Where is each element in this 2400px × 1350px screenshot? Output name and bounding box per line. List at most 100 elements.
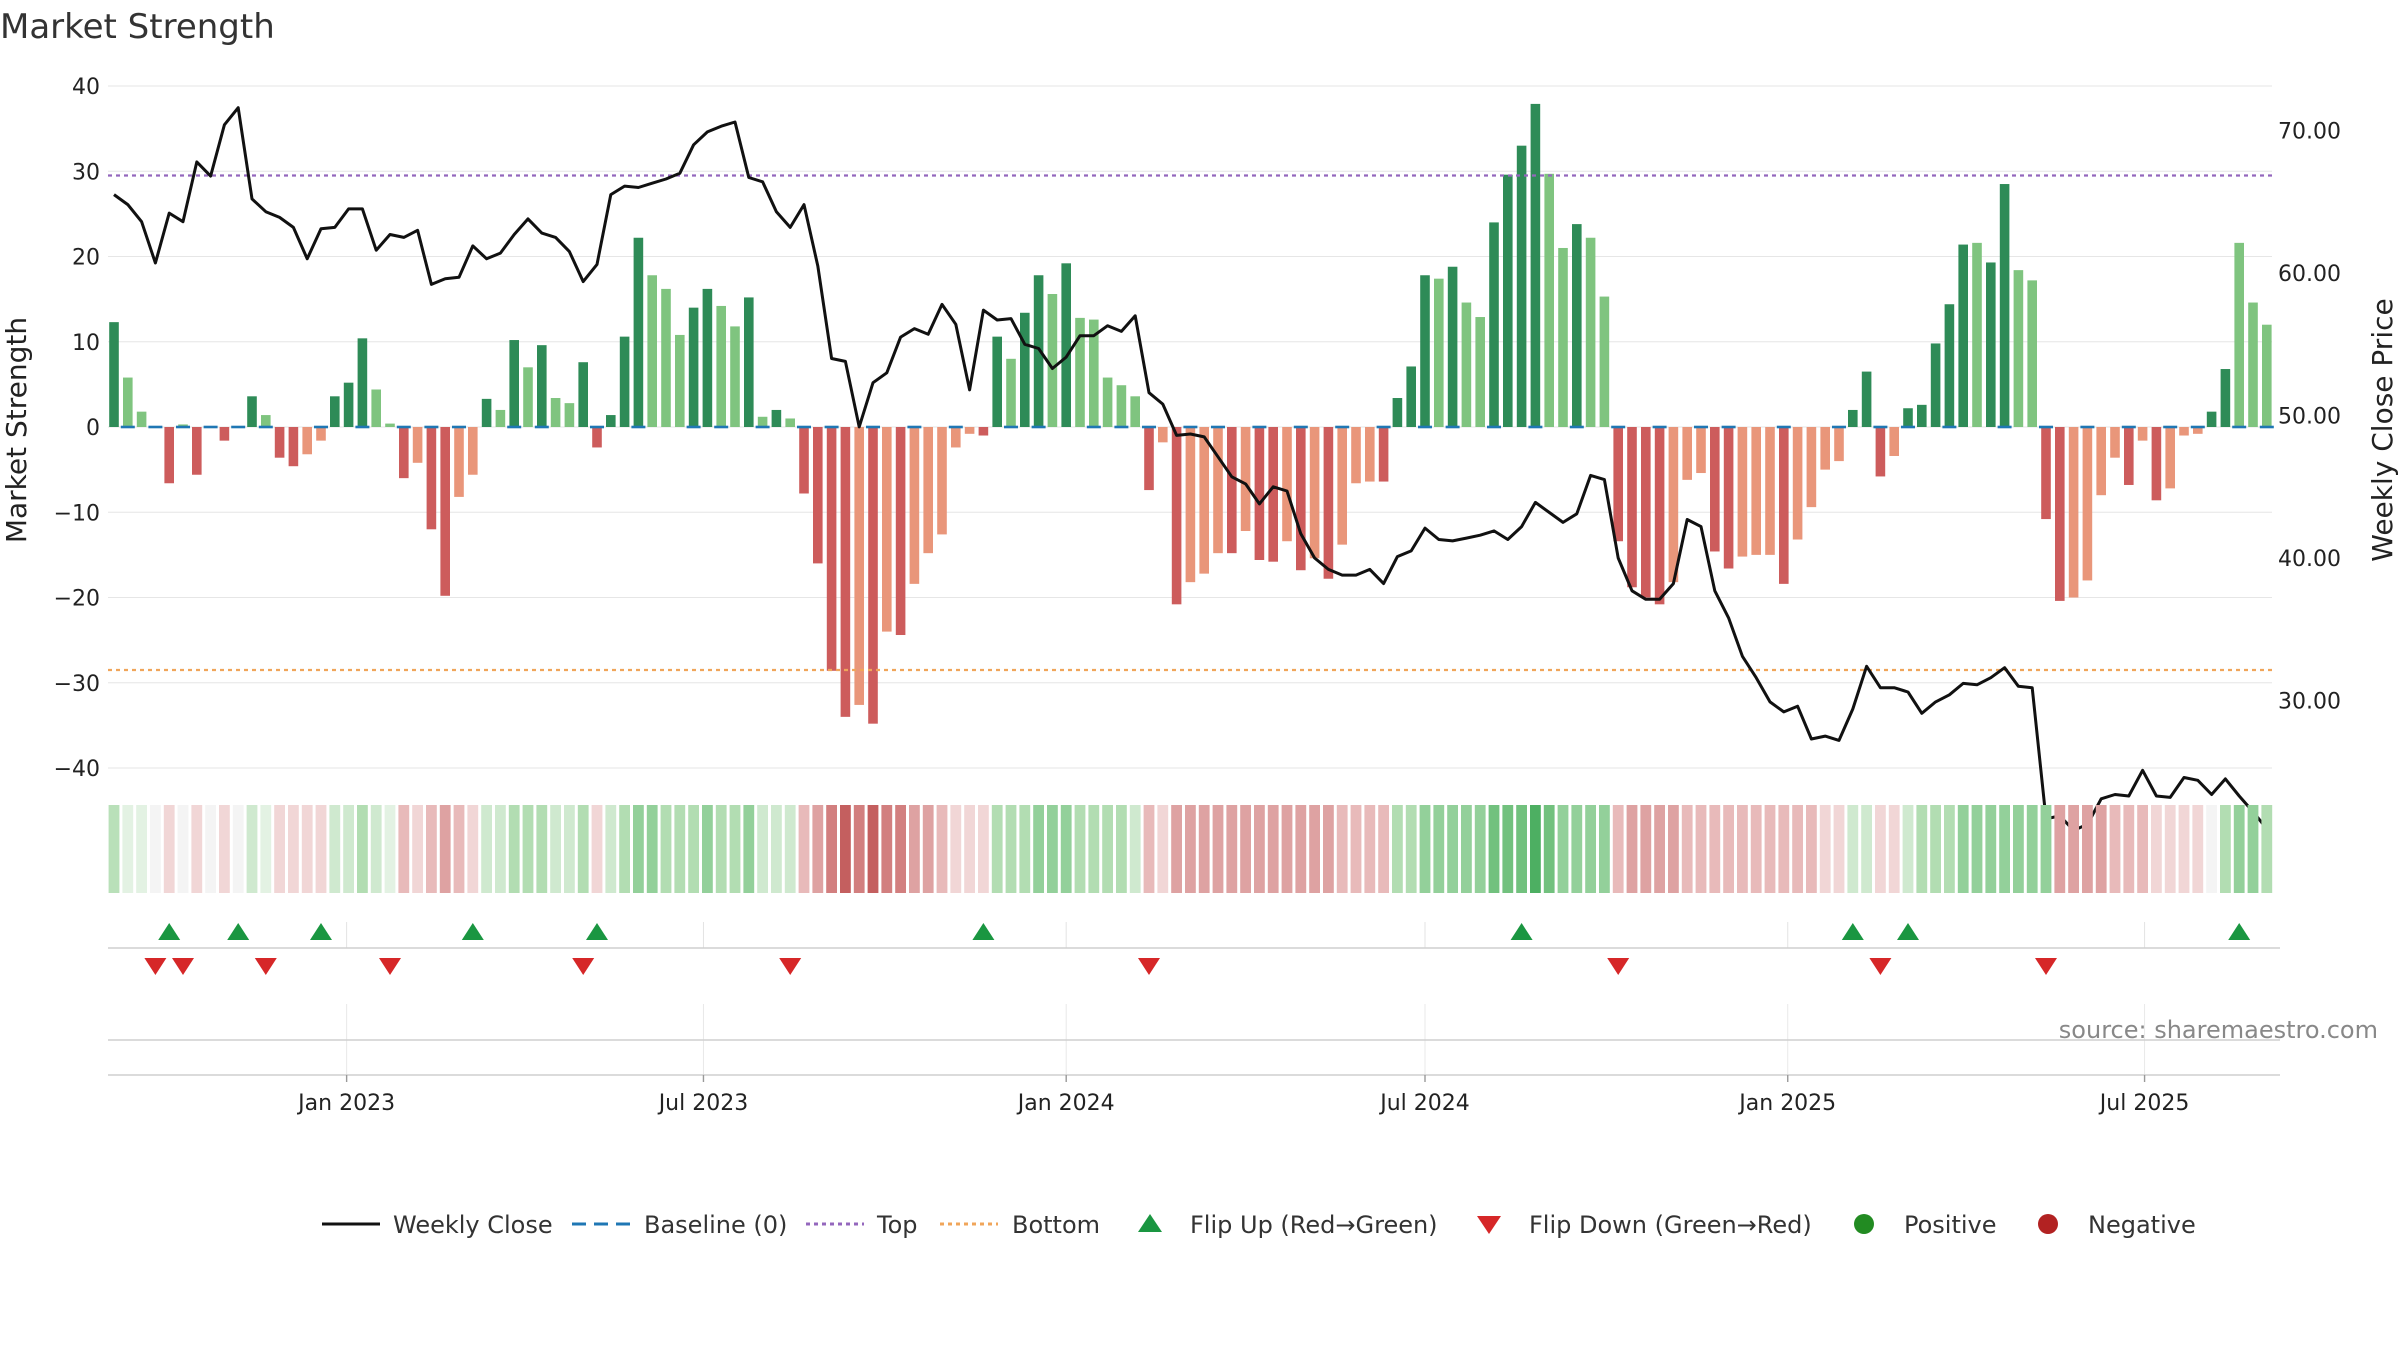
strength-bar: [688, 307, 699, 427]
strength-bar: [261, 415, 271, 427]
legend-label: Negative: [2088, 1211, 2196, 1239]
strength-bar: [923, 427, 933, 554]
strip-cell: [577, 805, 589, 893]
strength-bar: [1613, 427, 1623, 542]
strength-bar: [1599, 296, 1610, 427]
strength-bar: [1682, 427, 1692, 480]
strip-cell: [301, 805, 313, 893]
strength-heat-strip: [108, 805, 2273, 893]
strip-cell: [2013, 805, 2024, 893]
strip-cell: [1212, 805, 1224, 893]
strength-bar: [1654, 427, 1665, 605]
strength-bar: [799, 427, 809, 494]
strip-cell: [2137, 805, 2148, 893]
strip-cell: [177, 805, 189, 893]
strength-bar: [1102, 377, 1113, 427]
legend-label: Baseline (0): [644, 1211, 787, 1239]
strength-bar: [1986, 262, 1996, 427]
strip-cell: [964, 805, 975, 893]
strip-cell: [439, 805, 451, 893]
strength-bar: [1641, 427, 1651, 598]
strength-bar: [606, 415, 616, 427]
strip-cell: [881, 805, 893, 893]
strength-bar: [1240, 427, 1251, 532]
strip-cell: [2054, 805, 2066, 893]
strip-cell: [260, 805, 272, 893]
strength-bar: [2124, 427, 2134, 485]
strength-bar: [2248, 302, 2258, 427]
strength-bar: [647, 275, 657, 427]
strip-cell: [1861, 805, 1872, 893]
strength-bar: [2096, 427, 2106, 496]
right-axis: 30.00 40.00 50.00 60.00 70.00: [2278, 120, 2341, 715]
strength-bar: [399, 427, 409, 479]
strip-cell: [1419, 805, 1431, 893]
weekly-close-series: [113, 106, 2268, 832]
strength-bar: [744, 297, 754, 427]
strip-cell: [1516, 805, 1527, 893]
strength-bar: [2110, 427, 2120, 458]
strength-bar: [1696, 427, 1706, 474]
strength-bar: [868, 427, 878, 724]
strength-bar: [316, 427, 326, 441]
strip-cell: [357, 805, 368, 893]
strength-bar: [440, 427, 450, 596]
strip-cell: [1999, 805, 2010, 893]
strength-bar: [274, 427, 285, 458]
strength-bar: [730, 326, 740, 427]
strip-cell: [1281, 805, 1293, 893]
strength-bar: [840, 427, 851, 717]
source-label: source: sharemaestro.com: [2059, 1016, 2378, 1044]
strength-bar: [661, 288, 671, 427]
strip-cell: [1157, 805, 1169, 893]
right-tick-label: 40.00: [2278, 547, 2341, 572]
strip-cell: [1378, 805, 1389, 893]
strength-bar: [1420, 275, 1430, 427]
strength-bar: [702, 288, 713, 427]
strip-cell: [1902, 805, 1914, 893]
strip-cell: [1530, 805, 1541, 893]
strip-cell: [1695, 805, 1707, 893]
strength-bar: [1572, 224, 1582, 427]
strength-bar: [2220, 369, 2231, 427]
strip-cell: [826, 805, 837, 893]
strength-bar: [1061, 263, 1071, 427]
strength-bar: [578, 362, 588, 427]
strength-bar: [757, 416, 768, 427]
strength-bar: [592, 427, 602, 448]
strength-bar: [1958, 244, 1968, 427]
strip-cell: [274, 805, 285, 893]
flip-down-marker: [1869, 958, 1892, 975]
strength-bar: [1171, 427, 1182, 605]
left-axis: −40 −30 −20 −10 0 10 20 30 40: [54, 75, 100, 782]
strip-cell: [1198, 805, 1210, 893]
strength-bar: [1461, 302, 1472, 427]
strength-bar: [523, 367, 533, 427]
strength-bar: [1820, 427, 1830, 470]
strength-bar: [785, 418, 795, 427]
left-tick-label: 20: [72, 246, 100, 271]
strength-bar: [826, 427, 837, 671]
strip-cell: [1957, 805, 1969, 893]
strip-cell: [991, 805, 1003, 893]
strip-cell: [2026, 805, 2038, 893]
strength-bar: [495, 409, 506, 427]
right-tick-label: 70.00: [2278, 120, 2341, 145]
strip-cell: [895, 805, 906, 893]
strip-cell: [232, 805, 244, 893]
strength-bar: [978, 427, 989, 436]
strip-cell: [853, 805, 865, 893]
strength-bar: [330, 396, 340, 427]
strip-cell: [1612, 805, 1624, 893]
strip-cell: [936, 805, 948, 893]
strength-bar: [192, 427, 202, 475]
strength-bar: [343, 382, 354, 427]
strip-cell: [550, 805, 561, 893]
strength-bar: [1668, 427, 1679, 583]
legend-label: Flip Up (Red→Green): [1190, 1211, 1438, 1239]
strength-bar: [1075, 317, 1085, 427]
right-tick-label: 30.00: [2278, 690, 2341, 715]
strength-bar: [1723, 427, 1734, 569]
legend-swatch-flip-down: [1477, 1216, 1501, 1234]
strength-bar: [2262, 324, 2272, 427]
